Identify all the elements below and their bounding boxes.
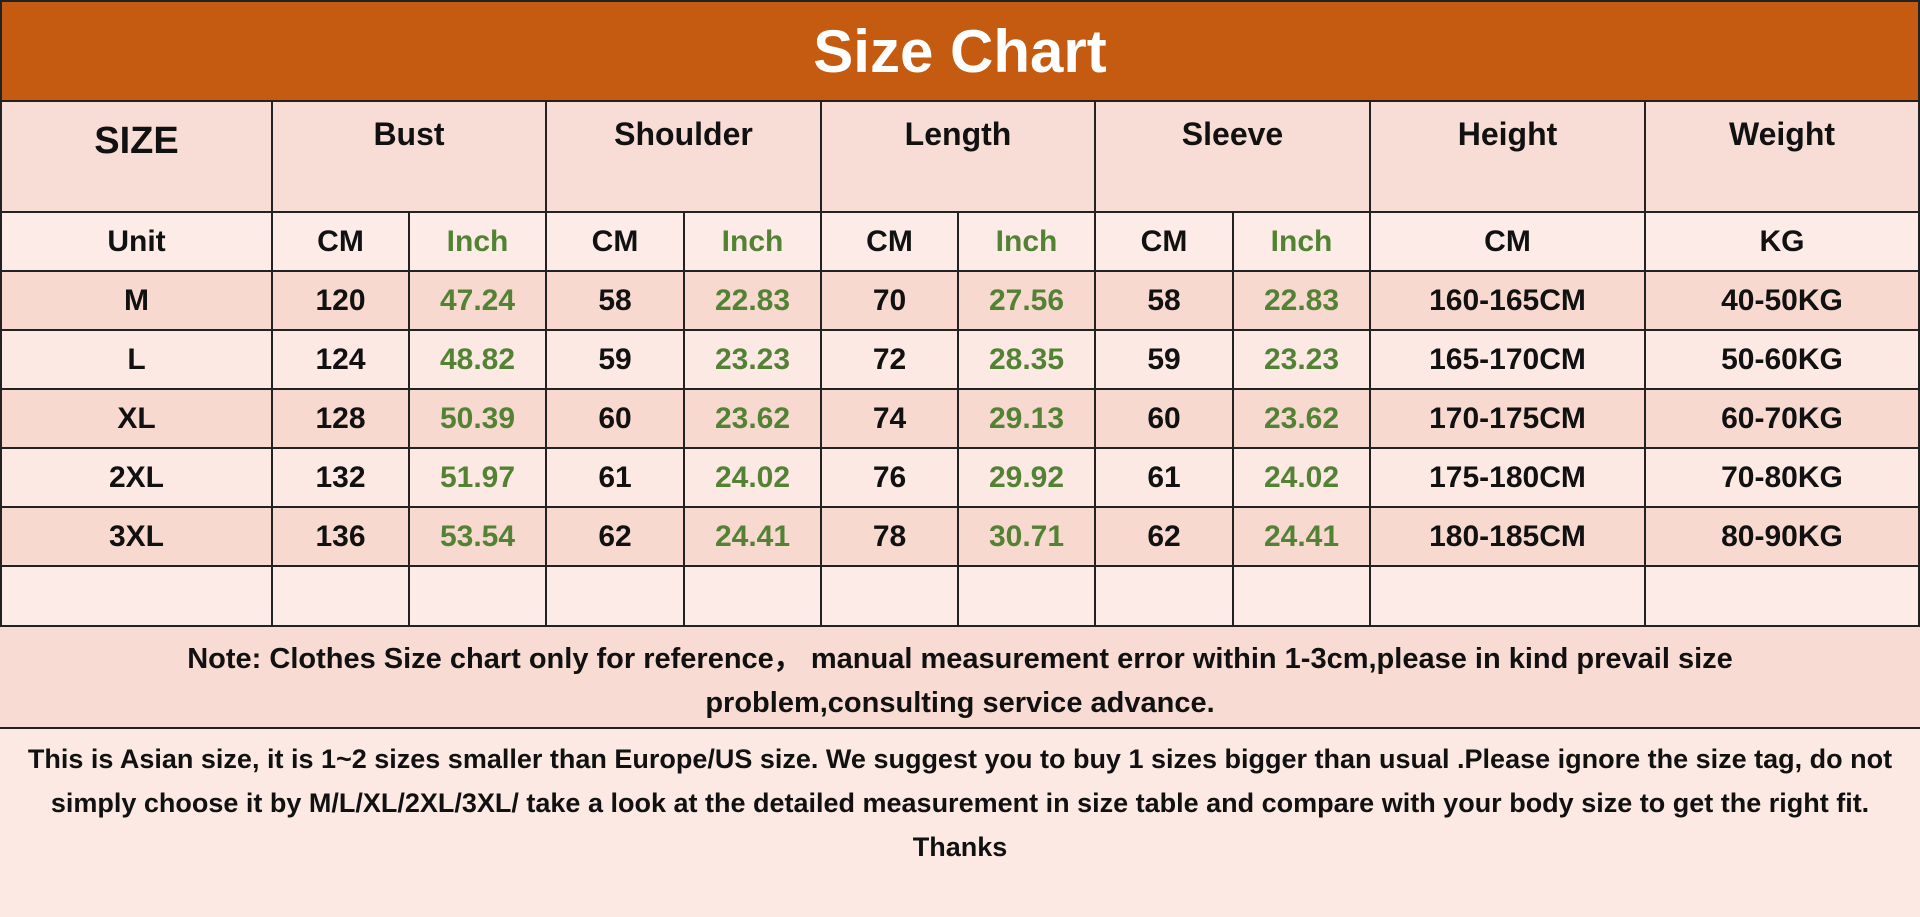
- unit-cell: CM: [1096, 213, 1234, 272]
- size-value: 29.92: [959, 449, 1096, 508]
- size-value: 78: [822, 508, 959, 567]
- column-header: Sleeve: [1096, 102, 1371, 213]
- size-value: 80-90KG: [1646, 508, 1920, 567]
- empty-cell: [410, 567, 547, 627]
- size-value: 51.97: [410, 449, 547, 508]
- size-label: 2XL: [0, 449, 273, 508]
- size-value: 170-175CM: [1371, 390, 1646, 449]
- size-value: 165-170CM: [1371, 331, 1646, 390]
- column-header: Weight: [1646, 102, 1920, 213]
- size-value: 23.23: [685, 331, 822, 390]
- size-value: 29.13: [959, 390, 1096, 449]
- unit-cell: Inch: [685, 213, 822, 272]
- size-value: 160-165CM: [1371, 272, 1646, 331]
- size-value: 22.83: [1234, 272, 1371, 331]
- size-value: 58: [1096, 272, 1234, 331]
- size-value: 74: [822, 390, 959, 449]
- size-value: 70: [822, 272, 959, 331]
- unit-cell: CM: [273, 213, 410, 272]
- size-value: 59: [547, 331, 685, 390]
- note: Note: Clothes Size chart only for refere…: [0, 627, 1920, 729]
- size-value: 62: [1096, 508, 1234, 567]
- size-value: 53.54: [410, 508, 547, 567]
- empty-cell: [1234, 567, 1371, 627]
- size-label: XL: [0, 390, 273, 449]
- size-value: 58: [547, 272, 685, 331]
- size-value: 128: [273, 390, 410, 449]
- size-value: 47.24: [410, 272, 547, 331]
- title: Size Chart: [0, 0, 1920, 102]
- unit-cell: Inch: [959, 213, 1096, 272]
- column-header: Length: [822, 102, 1096, 213]
- size-label: 3XL: [0, 508, 273, 567]
- size-value: 24.02: [1234, 449, 1371, 508]
- size-value: 23.62: [685, 390, 822, 449]
- size-value: 76: [822, 449, 959, 508]
- size-value: 24.02: [685, 449, 822, 508]
- empty-cell: [0, 567, 273, 627]
- empty-cell: [547, 567, 685, 627]
- size-value: 180-185CM: [1371, 508, 1646, 567]
- size-value: 28.35: [959, 331, 1096, 390]
- column-header: Shoulder: [547, 102, 822, 213]
- empty-cell: [685, 567, 822, 627]
- size-value: 23.23: [1234, 331, 1371, 390]
- size-value: 61: [547, 449, 685, 508]
- size-value: 59: [1096, 331, 1234, 390]
- empty-cell: [959, 567, 1096, 627]
- column-header: SIZE: [0, 102, 273, 213]
- size-value: 70-80KG: [1646, 449, 1920, 508]
- size-value: 22.83: [685, 272, 822, 331]
- notice-thanks: Thanks: [912, 832, 1008, 862]
- empty-cell: [1371, 567, 1646, 627]
- size-value: 62: [547, 508, 685, 567]
- unit-cell: KG: [1646, 213, 1920, 272]
- column-header: Height: [1371, 102, 1646, 213]
- empty-cell: [273, 567, 410, 627]
- size-value: 175-180CM: [1371, 449, 1646, 508]
- unit-cell: CM: [547, 213, 685, 272]
- size-value: 60-70KG: [1646, 390, 1920, 449]
- size-value: 136: [273, 508, 410, 567]
- size-value: 48.82: [410, 331, 547, 390]
- unit-cell: CM: [1371, 213, 1646, 272]
- size-value: 60: [547, 390, 685, 449]
- unit-cell: Inch: [410, 213, 547, 272]
- notice-text: This is Asian size, it is 1~2 sizes smal…: [27, 744, 1893, 818]
- size-value: 120: [273, 272, 410, 331]
- size-label: M: [0, 272, 273, 331]
- size-value: 72: [822, 331, 959, 390]
- size-value: 24.41: [1234, 508, 1371, 567]
- size-value: 61: [1096, 449, 1234, 508]
- unit-cell: Unit: [0, 213, 273, 272]
- size-value: 27.56: [959, 272, 1096, 331]
- column-header: Bust: [273, 102, 547, 213]
- size-value: 132: [273, 449, 410, 508]
- notice: This is Asian size, it is 1~2 sizes smal…: [0, 729, 1920, 917]
- unit-cell: Inch: [1234, 213, 1371, 272]
- unit-cell: CM: [822, 213, 959, 272]
- size-value: 50-60KG: [1646, 331, 1920, 390]
- size-value: 50.39: [410, 390, 547, 449]
- empty-cell: [1646, 567, 1920, 627]
- size-value: 40-50KG: [1646, 272, 1920, 331]
- size-value: 24.41: [685, 508, 822, 567]
- size-value: 23.62: [1234, 390, 1371, 449]
- empty-cell: [1096, 567, 1234, 627]
- size-value: 30.71: [959, 508, 1096, 567]
- size-value: 124: [273, 331, 410, 390]
- size-value: 60: [1096, 390, 1234, 449]
- size-label: L: [0, 331, 273, 390]
- empty-cell: [822, 567, 959, 627]
